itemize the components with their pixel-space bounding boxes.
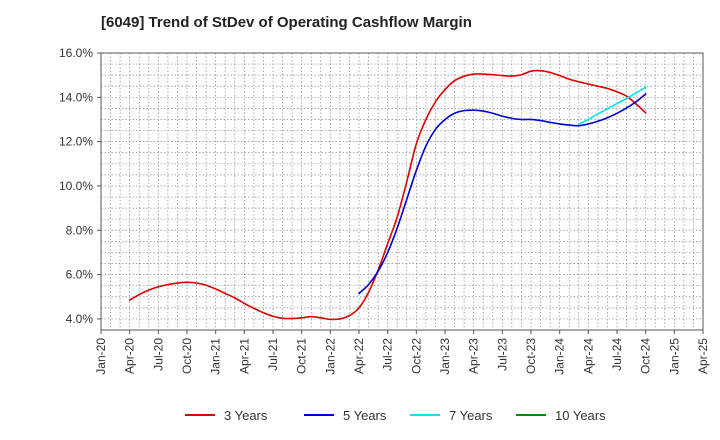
plot-frame [100,52,704,331]
x-tick-label: Jan-21 [209,338,223,375]
x-tick-label: Jan-25 [667,338,681,375]
y-tick-label: 16.0% [59,46,93,60]
x-tick-label: Jul-21 [266,338,280,371]
x-tick-label: Apr-21 [237,338,251,374]
x-tick-label: Oct-21 [295,338,309,374]
legend-label-5-years: 5 Years [343,408,387,423]
x-tick-label: Oct-22 [409,338,423,374]
grid-lines [100,52,704,330]
y-tick-label: 4.0% [66,312,94,326]
series-line-7-years [577,86,647,126]
legend-label-7-years: 7 Years [449,408,493,423]
series-line-3-years [128,69,647,321]
x-tick-label: Jul-24 [610,338,624,371]
series-lines [128,69,647,321]
legend-label-10-years: 10 Years [555,408,606,423]
x-tick-label: Oct-24 [639,338,653,374]
x-tick-label: Apr-20 [123,338,137,374]
x-tick-label: Apr-25 [696,338,710,374]
x-tick-label: Apr-23 [467,338,481,374]
chart-title: [6049] Trend of StDev of Operating Cashf… [101,14,472,31]
x-tick-label: Oct-20 [180,338,194,374]
axes: 4.0% 6.0% 8.0% 10.0% 12.0% 14.0% 16.0% Jan-20 Ap… [59,46,710,375]
y-tick-label: 12.0% [59,135,93,149]
x-tick-label: Jul-22 [381,338,395,371]
x-tick-label: Apr-22 [352,338,366,374]
x-tick-label: Jan-22 [323,338,337,375]
legend-label-3-years: 3 Years [224,408,268,423]
series-line-5-years [358,93,647,295]
y-tick-label: 14.0% [59,90,93,104]
y-tick-label: 6.0% [66,268,94,282]
x-tick-label: Jan-24 [553,338,567,375]
y-tick-label: 8.0% [66,223,94,237]
x-tick-label: Jan-20 [94,338,108,375]
y-tick-label: 10.0% [59,179,93,193]
x-tick-label: Jan-23 [438,338,452,375]
x-tick-label: Jul-23 [495,338,509,371]
x-tick-label: Oct-23 [524,338,538,374]
x-tick-label: Apr-24 [581,338,595,374]
legend: 3 Years 5 Years 7 Years 10 Years [185,408,606,423]
x-tick-label: Jul-20 [151,338,165,371]
